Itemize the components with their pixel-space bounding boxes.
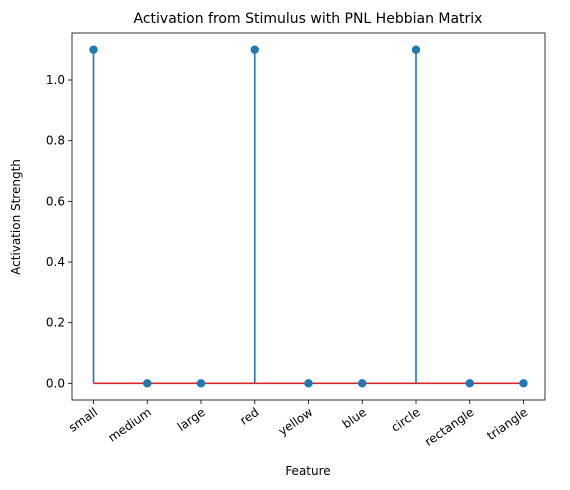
axes-frame — [71, 32, 546, 401]
y-axis-label: Activation Strength — [9, 159, 23, 275]
y-tick-label: 0.6 — [46, 194, 65, 208]
plot-area: 0.0 0.2 0.4 0.6 0.8 1.0 small medium large red yel… — [46, 32, 546, 449]
y-tick-label: 0.8 — [46, 134, 65, 148]
x-tick-label: red — [237, 405, 261, 428]
x-tick-label: yellow — [276, 405, 316, 439]
x-tick-label: circle — [389, 405, 423, 435]
x-tick-label: small — [66, 405, 100, 435]
x-tick-label: blue — [340, 405, 369, 431]
x-axis-label: Feature — [285, 464, 330, 478]
stem-marker — [89, 45, 98, 54]
y-tick-label: 0.4 — [46, 255, 65, 269]
x-tick-label: medium — [106, 405, 154, 445]
stem-marker — [465, 379, 474, 388]
y-tick-label: 1.0 — [46, 73, 65, 87]
chart-title: Activation from Stimulus with PNL Hebbia… — [134, 11, 483, 27]
stem-marker — [250, 45, 259, 54]
stem-marker — [358, 379, 367, 388]
x-tick-label: rectangle — [422, 405, 476, 449]
stem-marker — [411, 45, 421, 54]
x-tick-label: triangle — [484, 405, 530, 443]
stem-marker — [196, 379, 206, 388]
stem-marker — [143, 379, 152, 388]
stem-marker — [304, 379, 313, 388]
y-tick-label: 0.0 — [46, 376, 65, 390]
x-tick-label: large — [175, 405, 208, 434]
y-tick-label: 0.2 — [46, 316, 65, 330]
stem-marker — [519, 379, 528, 388]
